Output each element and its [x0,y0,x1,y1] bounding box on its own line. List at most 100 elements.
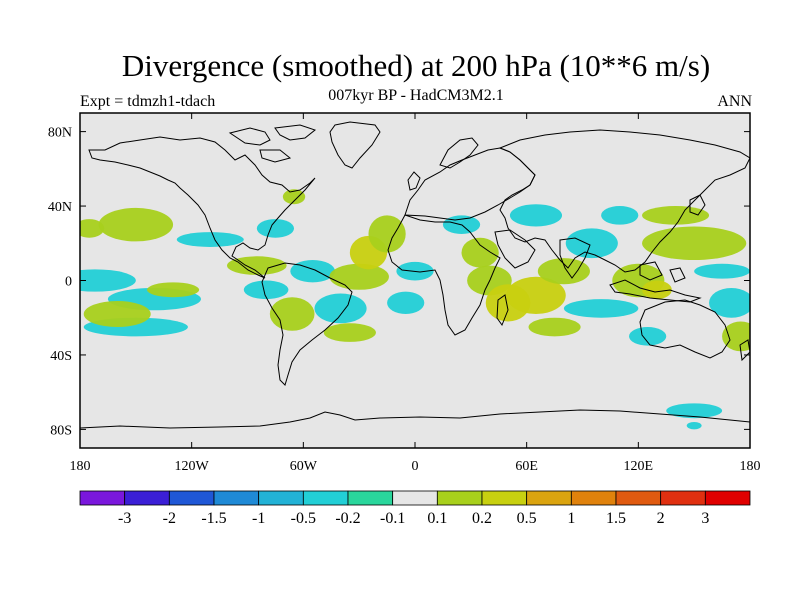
coastline-japan [689,194,706,216]
colorbar-label: 0.2 [472,510,492,527]
anomaly-patch [80,269,136,292]
coastline-greenland [329,121,381,169]
coastline-india [559,237,591,279]
colorbar [79,490,751,506]
coastline-madagascar [496,294,509,327]
colorbar-label: -0.2 [335,510,360,527]
anomaly-patch [176,232,244,247]
colorbar-label: -2 [163,510,176,527]
anomaly-patch [80,219,105,238]
anomaly-patch [629,327,667,346]
experiment-label: Expt = tdmzh1-tdach [80,93,216,110]
anomaly-patch [565,228,618,259]
anomaly-patch [83,300,151,328]
latitude-labels: 80N 40N 0 40S 80S [48,126,72,439]
anomaly-patch [642,226,747,261]
coastline-south-america [261,262,353,386]
colorbar-box [302,490,349,506]
coastline-north-america [88,136,316,279]
anomaly-patch [528,317,581,337]
colorbar-box [704,490,751,506]
anomaly-patch [269,297,315,331]
anomaly-patch [387,291,425,315]
lon-label: 120W [175,459,210,474]
coastline-uk [407,171,421,191]
anomaly-patch [368,215,406,253]
lon-label: 180 [70,459,91,474]
colorbar-labels: -3 -2 -1.5 -1 -0.5 -0.2 -0.1 0.1 0.2 0.5 1 1.5 2 3 [118,510,709,527]
anomaly-patches [80,189,750,430]
colorbar-box [570,490,617,506]
map-title: Divergence (smoothed) at 200 hPa (10**6 … [121,48,711,83]
colorbar-label: -0.5 [291,510,316,527]
anomaly-patch [323,323,376,342]
colorbar-box [168,490,215,506]
anomaly-patch [147,282,200,298]
map-subtitle: 007kyr BP - HadCM3M2.1 [328,87,504,104]
coastline-canada-islands [228,124,317,163]
anomaly-patch [666,403,723,419]
colorbar-label: -1.5 [201,510,226,527]
lon-label: 60E [515,459,538,474]
coastline-arabia [494,229,536,269]
lat-label: 80S [50,423,72,438]
colorbar-box [258,490,304,506]
coastline-antarctica [80,409,750,429]
lat-label: 0 [65,275,72,290]
anomaly-patch [537,258,590,285]
colorbar-box [436,490,483,506]
coastline-new-zealand [739,339,750,362]
anomaly-patch [709,287,750,318]
anomaly-patch [329,263,389,290]
colorbar-box [213,490,260,506]
lon-label: 120E [624,459,654,474]
coastline-indonesia [609,261,702,303]
colorbar-box [124,490,170,506]
colorbar-label: 0.1 [427,510,447,527]
lat-label: 40S [50,349,72,364]
colorbar-label: 0.5 [517,510,537,527]
anomaly-patch [601,206,639,225]
anomaly-patch [282,189,306,205]
colorbar-box [660,490,706,506]
lon-label: 0 [412,459,419,474]
anomaly-patch [243,280,289,300]
anomaly-patch [694,263,750,279]
longitude-labels: 180 120W 60W 0 60E 120E 180 [70,459,761,474]
anomaly-patch [563,299,639,318]
anomaly-patch [642,280,672,300]
anomaly-patch [256,219,295,238]
lat-label: 40N [48,200,72,215]
season-label: ANN [717,93,752,110]
anomaly-patch [461,237,499,268]
anomaly-patch [722,321,750,352]
coastline-australia [639,299,731,359]
colorbar-box [615,490,662,506]
anomaly-patch [506,276,566,314]
colorbar-box [392,490,438,506]
lat-label: 80N [48,126,72,141]
coastline-scandinavia [439,137,479,169]
axis-ticks [79,113,751,448]
colorbar-label: 2 [657,510,665,527]
coastline-asia [498,129,750,273]
anomaly-patch [686,421,702,430]
colorbar-box [347,490,394,506]
lon-label: 60W [290,459,318,474]
colorbar-label: -3 [118,510,131,527]
colorbar-box [481,490,528,506]
anomaly-patch [227,256,287,275]
anomaly-patch [642,206,710,225]
anomaly-patch [509,204,563,227]
colorbar-label: 3 [701,510,709,527]
colorbar-box [79,490,126,506]
colorbar-box [526,490,572,506]
anomaly-patch [290,260,335,283]
colorbar-label: 1.5 [606,510,626,527]
colorbar-label: -0.1 [380,510,405,527]
anomaly-patch [314,293,367,324]
colorbar-label: -1 [252,510,265,527]
coastline-europe-africa [387,214,501,336]
colorbar-label: 1 [567,510,575,527]
